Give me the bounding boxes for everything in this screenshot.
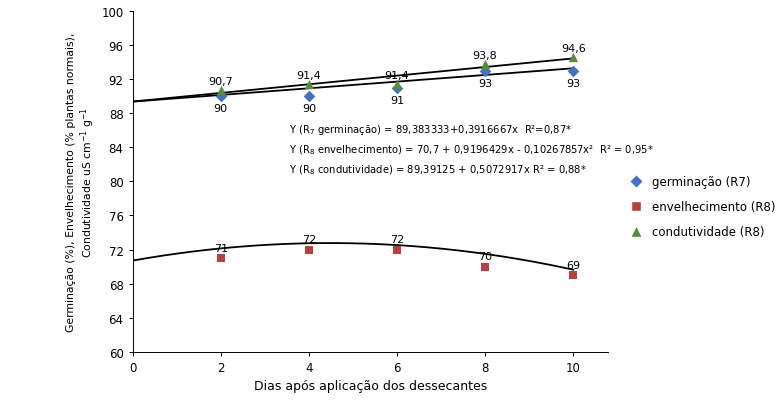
Point (303, 82, 315, 88)
Point (567, 272, 580, 279)
Point (215, 94, 227, 101)
Point (479, 264, 491, 270)
Text: Y (R$_7$ germinação) = 89,383333+0,3916667x  R²=0,87*: Y (R$_7$ germinação) = 89,383333+0,39166… (289, 122, 573, 136)
Text: 93: 93 (478, 79, 492, 88)
Point (215, 88, 227, 94)
Text: 93,8: 93,8 (473, 51, 498, 61)
Text: 91,4: 91,4 (296, 71, 321, 81)
Text: 90: 90 (302, 104, 316, 114)
Point (567, 68, 580, 75)
Text: 90,7: 90,7 (208, 77, 233, 87)
Point (303, 247, 315, 253)
Point (479, 62, 491, 68)
Text: 91,4: 91,4 (385, 71, 410, 81)
Text: Y (R$_8$ condutividade) = 89,39125 + 0,5072917x R² = 0,88*: Y (R$_8$ condutividade) = 89,39125 + 0,5… (289, 163, 587, 177)
Text: 93: 93 (566, 79, 580, 88)
Point (391, 247, 403, 253)
Text: 69: 69 (566, 260, 580, 270)
Point (479, 68, 491, 75)
Text: Y (R$_8$ envelhecimento) = 70,7 + 0,9196429x - 0,10267857x²  R² = 0,95*: Y (R$_8$ envelhecimento) = 70,7 + 0,9196… (289, 143, 654, 157)
Text: 72: 72 (302, 235, 316, 245)
Point (391, 85, 403, 92)
Y-axis label: Germinação (%), Envelhecimento (% plantas normais),
Condutividade uS cm$^{-1}$ g: Germinação (%), Envelhecimento (% planta… (66, 33, 98, 331)
Point (303, 94, 315, 101)
Point (391, 82, 403, 88)
Text: 94,6: 94,6 (561, 44, 586, 54)
Text: 72: 72 (390, 235, 404, 245)
Point (567, 55, 580, 61)
Text: 71: 71 (214, 243, 228, 253)
Point (215, 255, 227, 262)
Text: 70: 70 (478, 252, 492, 262)
X-axis label: Dias após aplicação dos dessecantes: Dias após aplicação dos dessecantes (254, 379, 488, 392)
Text: 91: 91 (390, 95, 404, 106)
Text: 90: 90 (214, 104, 228, 114)
Legend: germinação (R7), envelhecimento (R8), condutividade (R8): germinação (R7), envelhecimento (R8), co… (619, 171, 780, 243)
